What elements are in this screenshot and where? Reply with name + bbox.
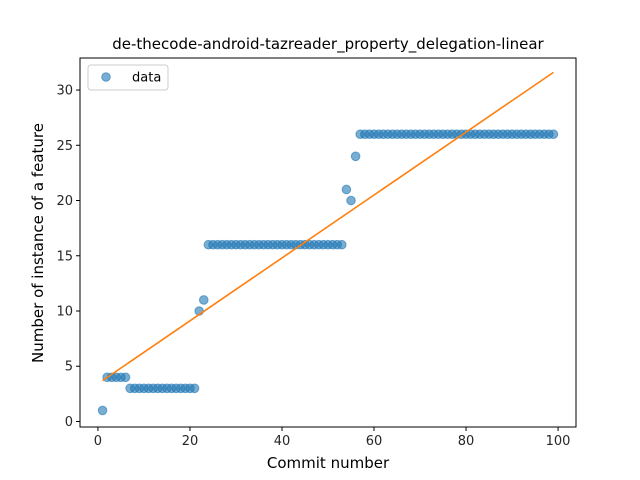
x-tick-label: 100 [546,434,571,449]
data-point [350,151,361,162]
data-point [341,184,352,195]
x-axis-label: Commit number [267,454,390,472]
data-point [189,383,200,394]
data-point [120,372,131,383]
data-point [198,295,209,305]
y-tick-label: 30 [56,84,73,99]
data-point [337,239,347,250]
data-point [97,405,108,416]
x-tick-label: 40 [274,434,291,449]
legend-label: data [132,71,161,86]
y-tick-label: 0 [65,415,73,430]
plot-area: 0 20 40 60 80 100 0 5 10 15 20 25 30 data [56,57,577,449]
data-point [346,195,356,206]
y-axis-label: Number of instance of a feature [29,123,47,363]
y-tick-label: 25 [56,139,73,154]
plot-frame [79,57,577,428]
fit-line [102,71,554,382]
x-tick-label: 0 [94,434,102,449]
legend: data [87,64,169,91]
data-point [548,129,559,140]
y-tick-label: 20 [56,194,73,209]
chart-title: de-thecode-android-tazreader_property_de… [112,35,544,54]
legend-box [87,64,169,91]
y-tick-label: 15 [56,249,73,264]
legend-marker [101,72,111,82]
x-tick-label: 80 [458,434,475,449]
x-tick-label: 20 [182,434,199,449]
x-tick-label: 60 [366,434,383,449]
data-points [97,129,559,416]
y-tick-label: 10 [56,304,73,319]
y-tick-label: 5 [65,360,73,375]
